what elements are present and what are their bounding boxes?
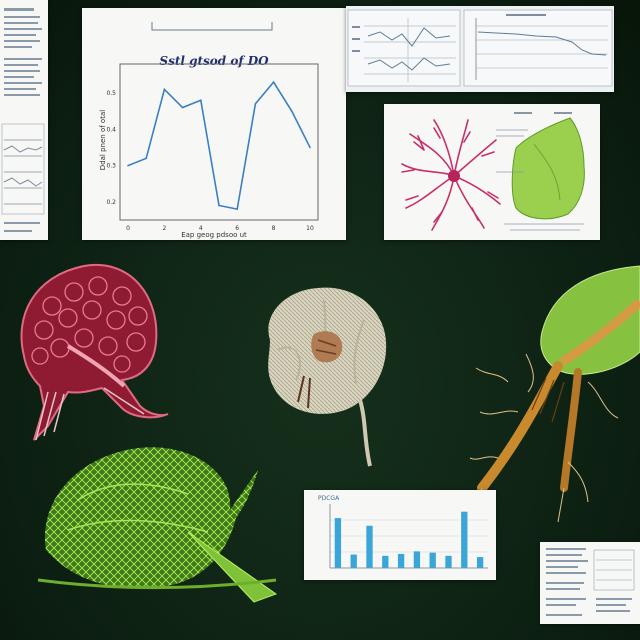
x-tick-label: 2 [162,225,166,232]
x-tick-label: 6 [235,225,239,232]
y-tick-label: 0.2 [106,199,116,206]
x-axis-label: Eap geog pdsoo ut [181,231,247,239]
line-plot-area: 0 2 4 6 8 10 0.2 0.3 0.4 0.5 [106,63,319,232]
data-point [163,88,166,91]
plot-frame [119,63,319,221]
green-mesh-specimen [38,447,278,603]
bar [334,518,342,568]
x-tick-label: 10 [306,225,314,232]
data-point [254,103,257,105]
data-point [127,164,129,167]
bar-chart-sheet: PDCGA [304,490,496,580]
leaf-root-specimen [469,265,640,523]
pale-fan-specimen [268,287,387,467]
bar-panel-title: PDCGA [318,495,340,502]
data-point [145,157,147,160]
bar [461,511,468,568]
y-tick-label: 0.5 [106,90,116,97]
data-point [272,81,275,83]
bar [350,554,357,568]
bar [382,555,389,568]
x-tick-label: 0 [126,225,130,232]
bar [413,551,421,568]
y-tick-label: 0.3 [106,163,116,170]
chart-strip-top [346,6,614,92]
bar [429,552,436,568]
data-point [181,106,184,109]
document-bottom-right [540,542,640,624]
y-tick-label: 0.4 [106,126,116,133]
bar [397,553,405,568]
x-tick-label: 4 [199,225,203,232]
bar [476,557,484,568]
bar [445,555,452,568]
data-point [291,110,293,112]
line-chart-sheet: Sstl gtsod of DO Ddal pnen of otal Eap g… [82,8,346,240]
x-tick-label: 8 [272,225,276,232]
data-point [218,204,220,207]
bar-plot-area: PDCGA [318,495,488,569]
data-point [236,208,238,210]
data-point [200,99,202,102]
crimson-reticulated-specimen [20,263,169,441]
line-series [127,80,311,211]
bar [366,525,373,568]
specimen-plate [384,104,600,240]
document-top-left [0,0,48,240]
data-point [309,146,311,149]
